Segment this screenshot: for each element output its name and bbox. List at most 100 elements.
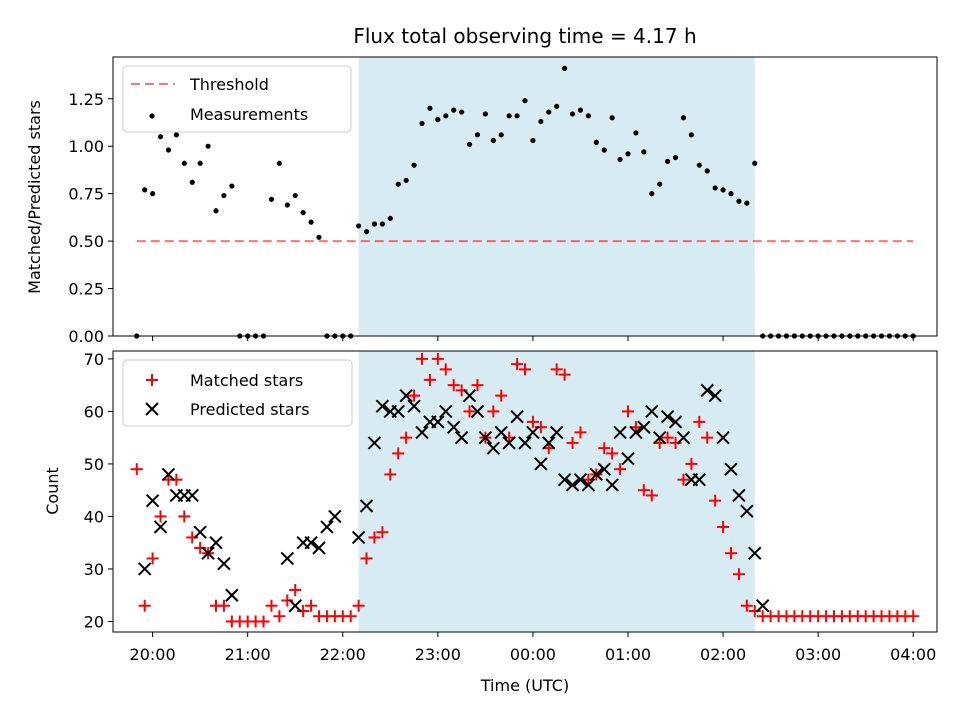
matched-star-point (344, 610, 357, 623)
measurement-point (665, 158, 671, 164)
legend-predicted-swatch (145, 402, 159, 416)
measurement-point (601, 147, 607, 153)
x-tick-label-5: 01:00 (605, 645, 651, 664)
predicted-star-point (581, 478, 596, 492)
x-tick-label-3: 23:00 (415, 645, 461, 664)
matched-star-point (709, 494, 722, 507)
predicted-star-point (209, 536, 223, 550)
bottom-y-ticks: 20 30 40 50 60 70 (84, 350, 113, 631)
measurement-point (514, 113, 520, 119)
matched-star-point (526, 415, 539, 428)
matched-star-point (368, 531, 381, 544)
predicted-star-point (367, 436, 382, 450)
measurement-point (577, 107, 584, 113)
measurement-point (641, 149, 647, 155)
legend-measurements-swatch (149, 113, 155, 119)
measurement-point (427, 105, 433, 111)
matched-star-point (693, 415, 706, 428)
legend-matched-swatch (146, 374, 158, 386)
matched-star-point (154, 510, 167, 523)
legend-predicted-label: Predicted stars (190, 400, 310, 419)
bottom-axes-frame (112, 350, 938, 633)
matched-star-point (178, 510, 191, 523)
bottom-x-ticks: 20:00 21:00 22:00 23:00 00:00 01:00 02:00 03:00… (130, 632, 936, 664)
predicted-star-point (351, 530, 366, 545)
bottom-y-tick-label-0: 20 (84, 612, 104, 631)
matched-star-point (701, 431, 714, 444)
predicted-star-point (399, 388, 413, 403)
predicted-star-point (137, 562, 152, 576)
matched-star-point (289, 583, 302, 596)
measurement-point (292, 192, 298, 199)
predicted-star-point (375, 399, 390, 413)
matched-star-point (606, 447, 619, 460)
predicted-star-point (454, 430, 469, 445)
matched-star-point (558, 368, 571, 381)
predicted-star-point (494, 425, 508, 440)
top-y-tick-label-5: 1.25 (68, 90, 104, 109)
measurement-point (221, 192, 227, 199)
matched-star-point (471, 379, 484, 392)
measurement-point (173, 132, 179, 138)
top-axes-frame (112, 56, 938, 337)
x-tick-label-1: 21:00 (225, 645, 271, 664)
matched-star-point (725, 547, 737, 560)
matched-star-point (431, 352, 444, 365)
measurement-point (593, 139, 599, 146)
measurement-point (633, 130, 639, 136)
measurement-point (395, 181, 401, 187)
bottom-y-tick-label-4: 60 (84, 402, 104, 421)
measurement-point (165, 147, 172, 153)
predicted-star-point (161, 467, 176, 482)
measurement-point (720, 187, 726, 193)
predicted-star-point (225, 588, 239, 602)
measurement-point (379, 221, 385, 227)
measurement-point (435, 117, 441, 123)
predicted-star-point (470, 404, 485, 419)
matched-star-point (447, 379, 460, 392)
predicted-star-point (391, 404, 405, 419)
matched-star-point (400, 431, 413, 444)
matched-star-point (273, 610, 286, 623)
predicted-star-point (748, 546, 762, 560)
bottom-y-axis-label: Count (43, 467, 62, 515)
predicted-star-point (478, 430, 493, 445)
measurement-point (554, 103, 560, 109)
predicted-star-point (660, 409, 675, 424)
measurement-point (181, 160, 187, 166)
predicted-star-point (359, 499, 374, 513)
predicted-star-point (755, 599, 770, 613)
matched-star-point (574, 426, 587, 439)
matched-star-point (614, 463, 627, 476)
measurement-point (443, 113, 449, 119)
matched-star-point (732, 568, 745, 581)
measurement-point (696, 162, 702, 168)
matched-star-point (685, 457, 698, 470)
matched-star-point (376, 526, 389, 539)
matched-star-point (439, 363, 452, 376)
legend-measurements-label: Measurements (190, 105, 308, 124)
predicted-star-point (542, 436, 556, 450)
matched-star-point (645, 489, 658, 502)
matched-star-point (463, 405, 476, 418)
top-y-ticks: 0.00 0.25 0.50 0.75 1.00 1.25 (68, 90, 113, 346)
x-tick-label-4: 00:00 (510, 645, 556, 664)
bottom-legend-box (122, 359, 353, 427)
x-tick-label-2: 22:00 (320, 645, 366, 664)
predicted-star-point (526, 425, 540, 440)
matched-star-point (598, 442, 611, 455)
matched-star-points (130, 352, 920, 628)
matched-star-point (637, 484, 650, 497)
measurement-point (387, 215, 393, 221)
measurement-point (649, 191, 655, 197)
measurement-point (704, 168, 710, 174)
measurement-point (157, 134, 164, 140)
measurement-point (268, 196, 275, 202)
predicted-star-point (312, 541, 326, 555)
predicted-star-point (716, 430, 730, 445)
predicted-star-point (193, 525, 207, 539)
bottom-y-tick-label-2: 40 (84, 507, 104, 526)
measurement-point (688, 132, 694, 138)
matched-star-point (550, 363, 563, 376)
